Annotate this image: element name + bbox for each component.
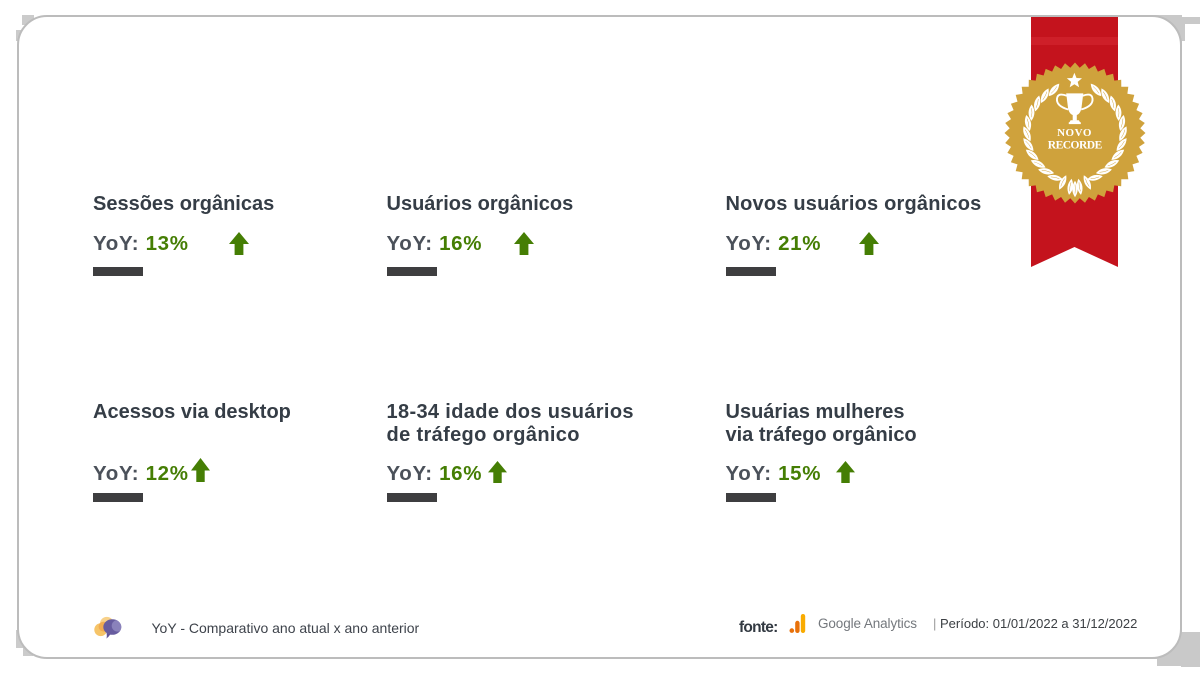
svg-text:RECORDE: RECORDE	[1048, 139, 1103, 151]
svg-text:NOVO: NOVO	[1057, 127, 1092, 139]
